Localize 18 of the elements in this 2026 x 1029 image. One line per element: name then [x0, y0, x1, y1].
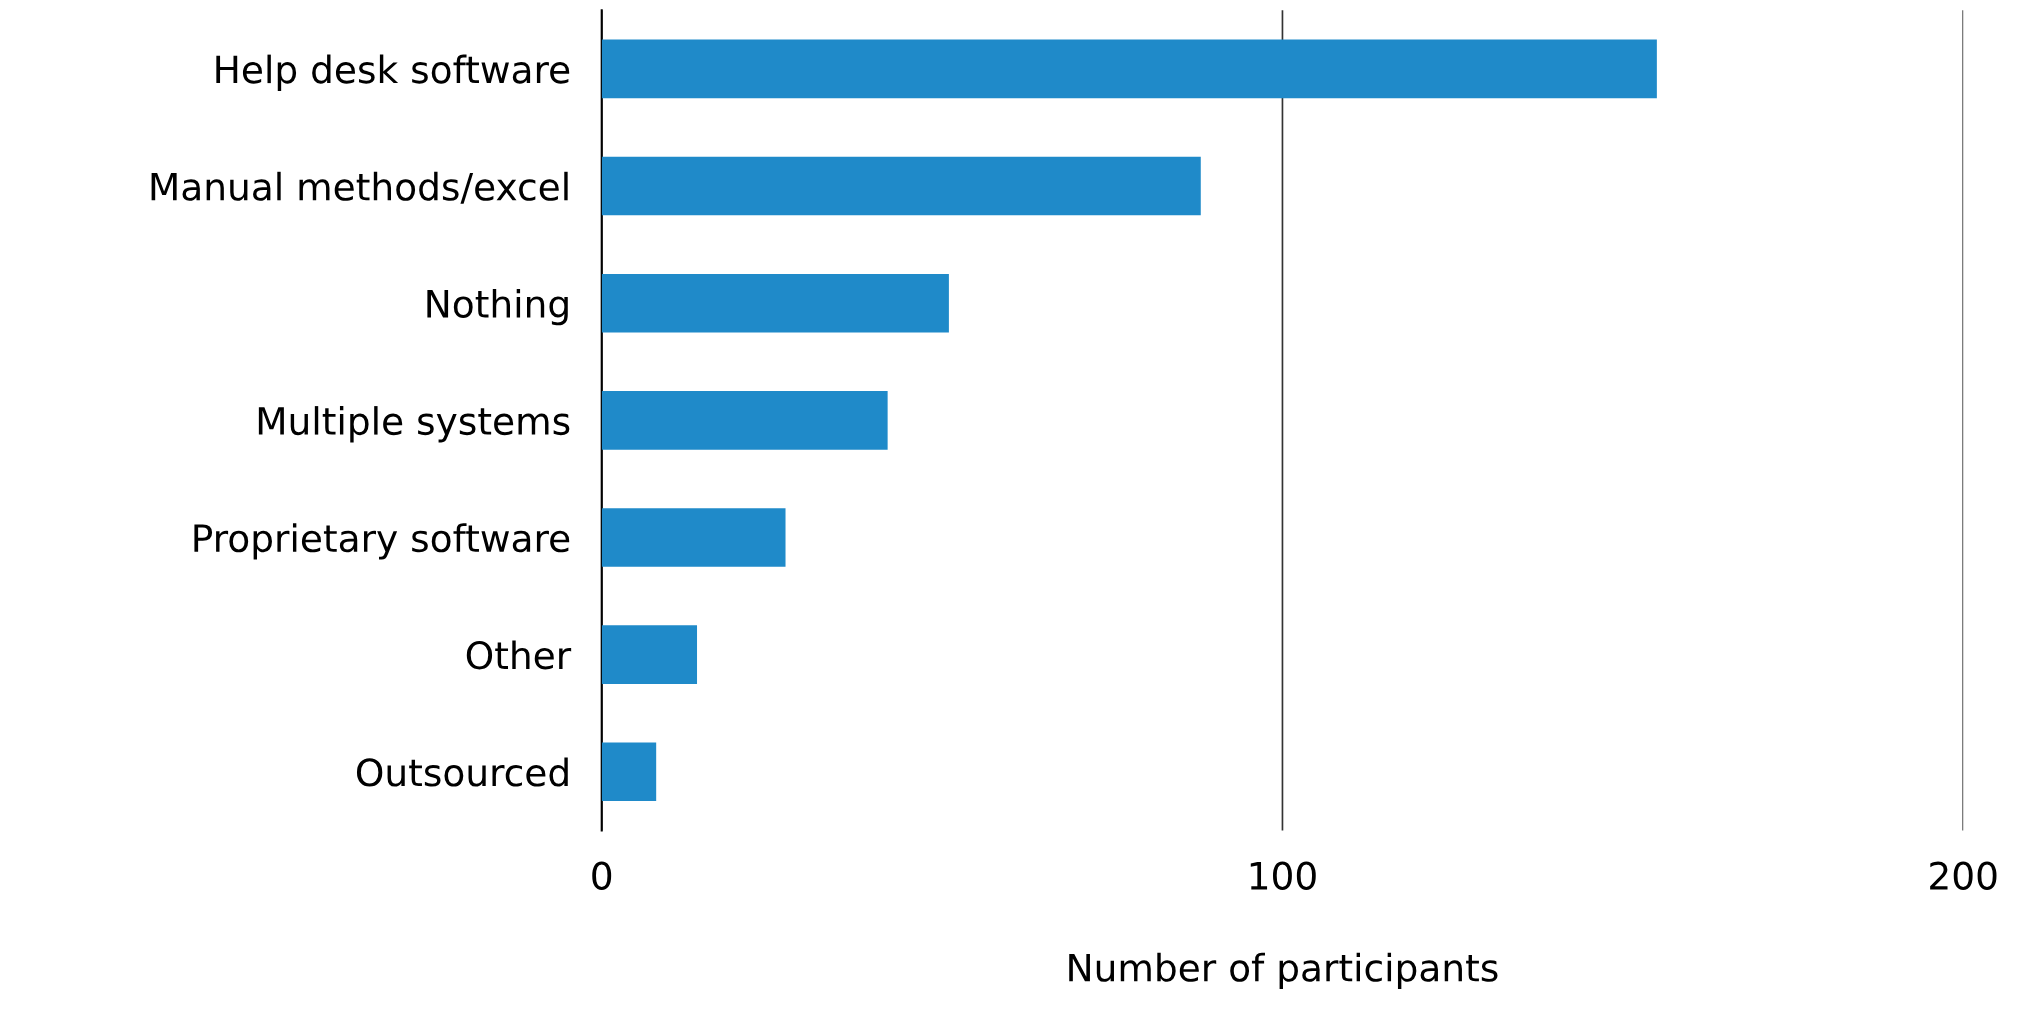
y-tick-label: Multiple systems — [258, 406, 570, 443]
bar — [601, 39, 1657, 99]
y-tick-label: Help desk software — [216, 54, 570, 91]
y-tick-label: Outsourced — [356, 757, 568, 787]
y-tick-label: Proprietary software — [194, 523, 570, 560]
y-tick-label: Nothing — [427, 288, 568, 326]
x-tick-label: 0 — [592, 861, 612, 890]
bar — [601, 391, 888, 450]
y-tick-label: Other — [466, 640, 572, 670]
x-axis-title: Number of participants — [1069, 952, 1498, 990]
x-tick-label: 100 — [1250, 861, 1316, 890]
y-tick-label: Manual methods/excel — [151, 171, 568, 204]
bar — [601, 508, 786, 567]
bar — [601, 625, 698, 684]
x-tick-label: 200 — [1930, 861, 1997, 890]
bar — [601, 273, 949, 333]
bar — [601, 742, 657, 802]
bar — [601, 156, 1201, 216]
